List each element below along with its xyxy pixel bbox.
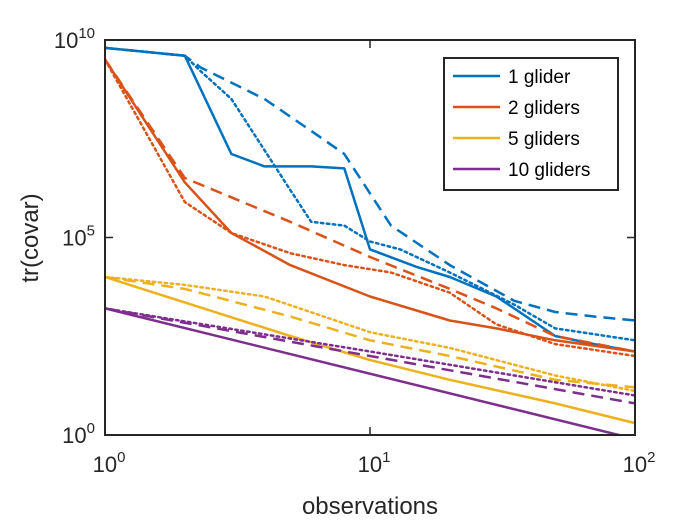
series-line-4-dotted: [105, 307, 635, 397]
series-line-4-solid: [105, 307, 624, 435]
legend-label-2: 2 gliders: [508, 98, 580, 119]
series-line-1-dashed: [105, 46, 635, 322]
series-line-4-dashed: [105, 307, 635, 405]
legend-label-1: 1 glider: [508, 67, 571, 88]
axes-box: [104, 39, 636, 436]
legend-label-4: 10 gliders: [508, 160, 590, 181]
x-axis-label: observations: [302, 493, 438, 520]
legend: 1 glider 2 gliders 5 gliders 10 gliders: [443, 57, 619, 191]
series-line-2-dotted: [105, 58, 635, 358]
series-line-3-dotted: [105, 275, 635, 393]
series-line-1-dotted: [105, 46, 635, 342]
series-layer: [105, 46, 635, 435]
y-axis-label: tr(covar): [17, 193, 44, 282]
series-line-2-dashed: [105, 58, 635, 353]
series-line-3-dashed: [105, 275, 635, 389]
series-line-3-solid: [105, 275, 635, 425]
series-line-2-solid: [105, 58, 635, 353]
series-line-1-solid: [105, 46, 635, 353]
legend-label-3: 5 gliders: [508, 129, 580, 150]
